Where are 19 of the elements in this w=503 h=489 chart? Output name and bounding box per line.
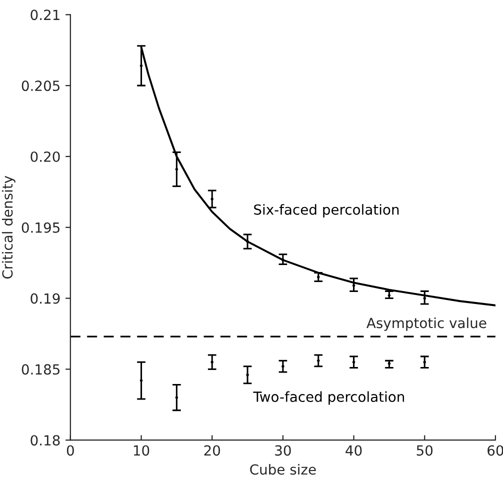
x-tick-label: 30 [275,445,291,456]
series-label: Six-faced percolation [254,204,399,218]
x-tick-label: 40 [346,445,362,456]
x-tick-label: 0 [66,445,74,456]
y-tick-label: 0.185 [22,364,60,375]
y-tick-label: 0.20 [30,151,60,162]
y-tick-label: 0.18 [30,435,60,446]
y-tick-label: 0.205 [22,80,60,92]
x-tick-label: 20 [204,445,220,456]
ref-line-label: Asymptotic value [366,317,486,331]
series-label: Two-faced percolation [253,391,404,405]
y-axis-title: Critical density [2,176,16,279]
x-tick-label: 10 [134,445,150,456]
x-tick-label: 60 [488,445,503,456]
x-axis-title: Cube size [250,464,316,475]
y-tick-label: 0.195 [22,222,60,233]
y-tick-label: 0.19 [30,293,60,304]
y-tick-label: 0.21 [30,10,60,20]
x-tick-label: 50 [416,445,433,456]
